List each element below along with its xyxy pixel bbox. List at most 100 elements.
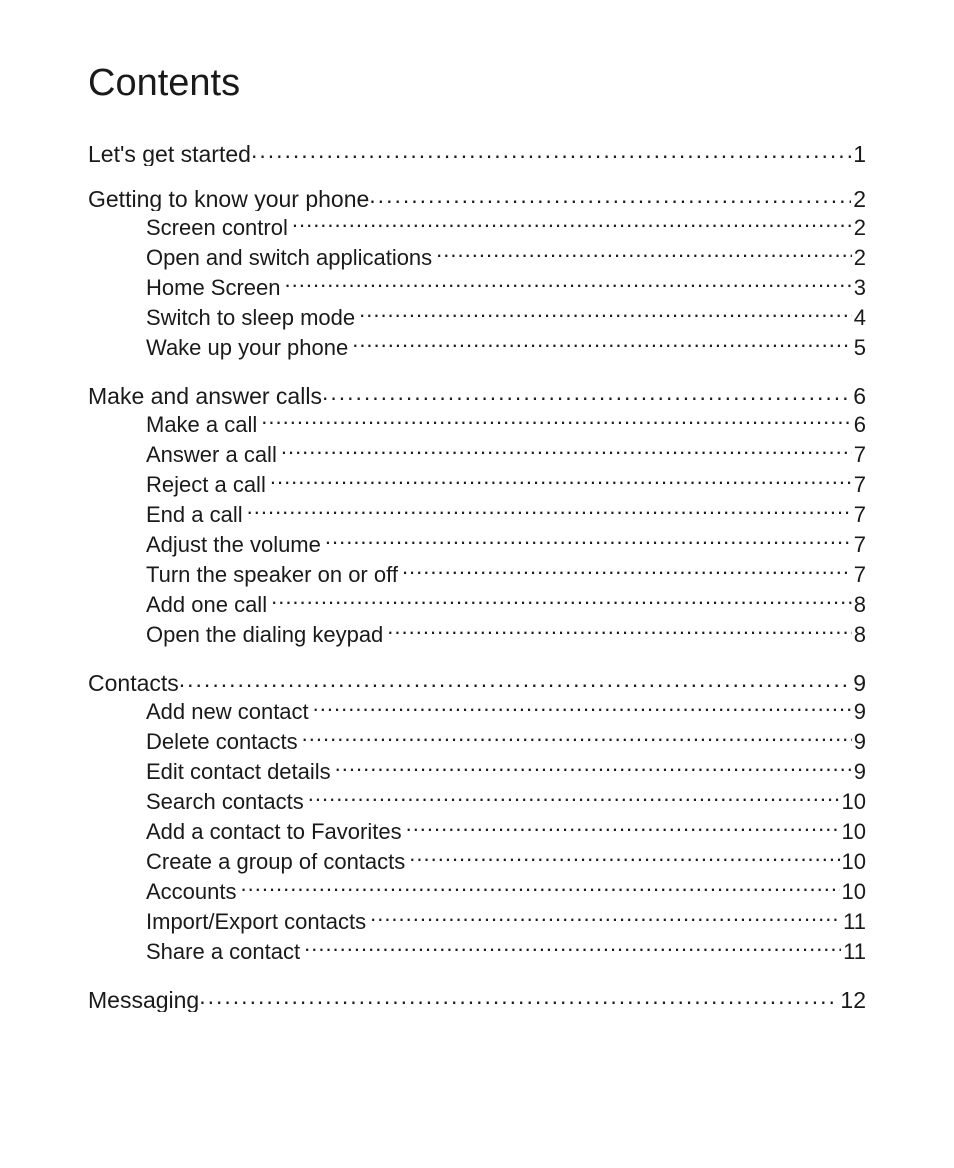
toc-subsection-page: 11 xyxy=(841,937,866,967)
toc-subsection-page: 6 xyxy=(852,410,866,440)
toc-subsection-page: 7 xyxy=(852,500,866,530)
toc-subsection-label: Wake up your phone xyxy=(146,333,352,363)
toc-leader-dots xyxy=(261,410,851,432)
toc-leader-dots xyxy=(370,907,841,929)
toc-subsection-label: Screen control xyxy=(146,213,292,243)
toc-leader-dots xyxy=(409,847,839,869)
toc-subsection-page: 4 xyxy=(852,303,866,333)
toc-leader-dots xyxy=(304,937,841,959)
toc-section[interactable]: Let's get started 1 xyxy=(88,139,866,166)
toc-subsection[interactable]: Add one call 8 xyxy=(88,590,866,620)
toc-subsection-page: 10 xyxy=(840,847,866,877)
toc-leader-dots xyxy=(322,381,851,404)
toc-subsection[interactable]: Adjust the volume 7 xyxy=(88,530,866,560)
toc-subsection-label: Add one call xyxy=(146,590,271,620)
toc-subsection-page: 7 xyxy=(852,560,866,590)
toc-subsection[interactable]: Add a contact to Favorites10 xyxy=(88,817,866,847)
toc-subsection-page: 11 xyxy=(841,907,866,937)
toc-subsection-page: 9 xyxy=(852,697,866,727)
toc-leader-dots xyxy=(369,184,851,207)
toc-subsection[interactable]: Create a group of contacts 10 xyxy=(88,847,866,877)
toc-section[interactable]: Getting to know your phone2 xyxy=(88,184,866,211)
toc-leader-dots xyxy=(199,985,838,1008)
toc-subsection-label: Open the dialing keypad xyxy=(146,620,387,650)
toc-subsection-label: Switch to sleep mode xyxy=(146,303,359,333)
toc-section[interactable]: Make and answer calls6 xyxy=(88,381,866,408)
toc-subsection[interactable]: End a call7 xyxy=(88,500,866,530)
toc-section-label: Let's get started xyxy=(88,143,251,166)
toc-subsection[interactable]: Edit contact details 9 xyxy=(88,757,866,787)
toc-subsection[interactable]: Wake up your phone 5 xyxy=(88,333,866,363)
toc-subsection[interactable]: Search contacts 10 xyxy=(88,787,866,817)
toc-subsection[interactable]: Home Screen3 xyxy=(88,273,866,303)
toc-leader-dots xyxy=(313,697,852,719)
page-title: Contents xyxy=(88,62,866,105)
toc-subsection-page: 8 xyxy=(852,620,866,650)
toc-subsection[interactable]: Open the dialing keypad 8 xyxy=(88,620,866,650)
toc-section-page: 1 xyxy=(851,143,866,166)
toc-leader-dots xyxy=(179,668,851,691)
toc-subsection-page: 10 xyxy=(840,787,866,817)
toc-leader-dots xyxy=(270,470,852,492)
toc-section-label: Make and answer calls xyxy=(88,385,322,408)
toc-subsection-page: 5 xyxy=(852,333,866,363)
toc-leader-dots xyxy=(436,243,852,265)
toc-subsection-page: 9 xyxy=(852,757,866,787)
toc-section[interactable]: Contacts 9 xyxy=(88,668,866,695)
toc-subsection[interactable]: Delete contacts 9 xyxy=(88,727,866,757)
toc-leader-dots xyxy=(387,620,851,642)
toc-subsection[interactable]: Make a call 6 xyxy=(88,410,866,440)
toc-subsection[interactable]: Reject a call 7 xyxy=(88,470,866,500)
toc-subsection[interactable]: Switch to sleep mode 4 xyxy=(88,303,866,333)
toc-leader-dots xyxy=(271,590,852,612)
toc-section[interactable]: Messaging12 xyxy=(88,985,866,1012)
toc-leader-dots xyxy=(285,273,852,295)
toc-subsection[interactable]: Turn the speaker on or off 7 xyxy=(88,560,866,590)
toc-leader-dots xyxy=(281,440,852,462)
toc-subsection-label: Import/Export contacts xyxy=(146,907,370,937)
toc-subsection[interactable]: Add new contact 9 xyxy=(88,697,866,727)
toc-subsection-label: Delete contacts xyxy=(146,727,302,757)
toc-subsection[interactable]: Screen control 2 xyxy=(88,213,866,243)
page-root: Contents Let's get started 1 Getting to kn… xyxy=(0,0,954,1168)
table-of-contents: Let's get started 1 Getting to know your p… xyxy=(88,139,866,1012)
toc-leader-dots xyxy=(325,530,852,552)
toc-subsection-page: 7 xyxy=(852,530,866,560)
toc-subsection-page: 8 xyxy=(852,590,866,620)
toc-leader-dots xyxy=(247,500,852,522)
toc-subsection-label: Open and switch applications xyxy=(146,243,436,273)
toc-subsection-page: 2 xyxy=(852,213,866,243)
toc-subsection-label: Create a group of contacts xyxy=(146,847,409,877)
toc-subsection-label: Accounts xyxy=(146,877,241,907)
toc-subsection-page: 9 xyxy=(852,727,866,757)
toc-subsection[interactable]: Accounts10 xyxy=(88,877,866,907)
toc-section-page: 9 xyxy=(851,672,866,695)
toc-subsection[interactable]: Open and switch applications 2 xyxy=(88,243,866,273)
toc-leader-dots xyxy=(308,787,840,809)
toc-subsection[interactable]: Answer a call7 xyxy=(88,440,866,470)
toc-leader-dots xyxy=(352,333,852,355)
toc-subsection-label: Turn the speaker on or off xyxy=(146,560,402,590)
toc-subsection-label: Home Screen xyxy=(146,273,285,303)
toc-leader-dots xyxy=(302,727,852,749)
toc-subsection-page: 2 xyxy=(852,243,866,273)
toc-leader-dots xyxy=(292,213,852,235)
toc-subsection-label: Make a call xyxy=(146,410,261,440)
toc-subsection-label: Search contacts xyxy=(146,787,308,817)
toc-subsection-label: Share a contact xyxy=(146,937,304,967)
toc-leader-dots xyxy=(335,757,852,779)
toc-section-label: Getting to know your phone xyxy=(88,188,369,211)
toc-leader-dots xyxy=(406,817,840,839)
toc-subsection-page: 7 xyxy=(852,470,866,500)
toc-section-label: Contacts xyxy=(88,672,179,695)
toc-subsection-label: Edit contact details xyxy=(146,757,335,787)
toc-subsection-label: Add new contact xyxy=(146,697,313,727)
toc-section-label: Messaging xyxy=(88,989,199,1012)
toc-subsection-label: Adjust the volume xyxy=(146,530,325,560)
toc-leader-dots xyxy=(402,560,852,582)
toc-subsection-page: 7 xyxy=(852,440,866,470)
toc-subsection[interactable]: Share a contact 11 xyxy=(88,937,866,967)
toc-subsection-label: Reject a call xyxy=(146,470,270,500)
toc-subsection[interactable]: Import/Export contacts 11 xyxy=(88,907,866,937)
toc-leader-dots xyxy=(359,303,852,325)
